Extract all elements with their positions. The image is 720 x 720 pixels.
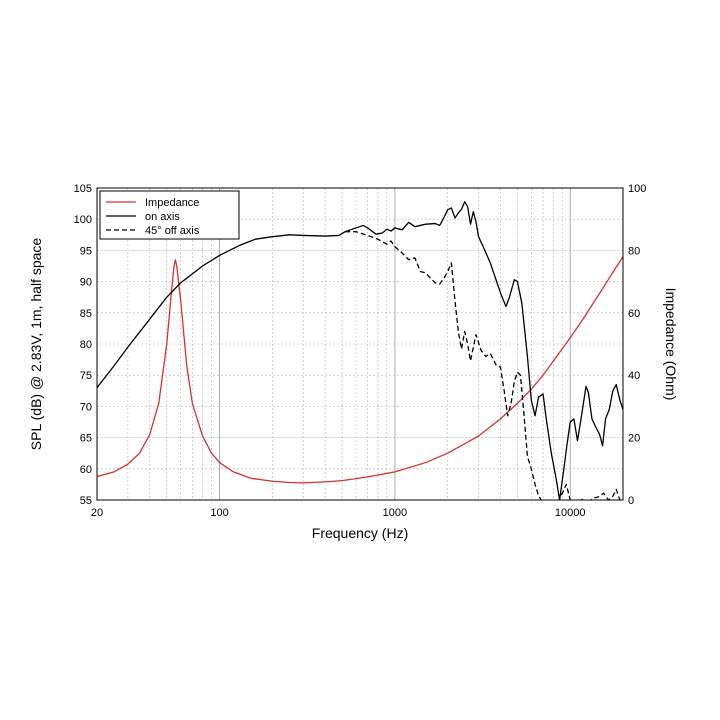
y-left-tick-label: 75 bbox=[80, 370, 92, 382]
x-tick-label: 20 bbox=[91, 507, 103, 519]
plot-frame bbox=[96, 187, 624, 501]
series-layer bbox=[97, 201, 623, 500]
x-axis-title: Frequency (Hz) bbox=[312, 525, 408, 541]
y-left-tick-label: 55 bbox=[80, 495, 92, 507]
y-left-tick-label: 85 bbox=[80, 308, 92, 320]
y-left-tick-label: 65 bbox=[80, 433, 92, 445]
series-on-axis-line bbox=[97, 201, 623, 500]
tick-labels: 20 100 1000 10000 55 60 65 70 75 80 85 90 95 100 105 0 2… bbox=[74, 183, 647, 519]
y-left-tick-label: 60 bbox=[80, 464, 92, 476]
y-left-tick-label: 95 bbox=[80, 245, 92, 257]
y-axis-right-title: Impedance (Ohm) bbox=[663, 288, 679, 401]
y-right-tick-label: 80 bbox=[628, 245, 640, 257]
y-right-tick-label: 20 bbox=[628, 433, 640, 445]
legend-box bbox=[99, 190, 240, 240]
y-right-tick-label: 40 bbox=[628, 370, 640, 382]
y-left-tick-label: 105 bbox=[74, 183, 92, 195]
x-tick-label: 1000 bbox=[383, 507, 407, 519]
y-left-tick-label: 70 bbox=[80, 401, 92, 413]
y-left-tick-label: 90 bbox=[80, 277, 92, 289]
legend-label-impedance: Impedance bbox=[145, 197, 199, 209]
x-tick-label: 100 bbox=[210, 507, 228, 519]
series-off-axis-line bbox=[345, 231, 621, 500]
series-impedance-line bbox=[97, 256, 623, 484]
y-right-tick-label: 100 bbox=[628, 183, 646, 195]
y-right-tick-label: 60 bbox=[628, 308, 640, 320]
y-axis-left-title: SPL (dB) @ 2.83V, 1m, half space bbox=[28, 238, 44, 451]
y-left-tick-label: 80 bbox=[80, 339, 92, 351]
legend: Impedance on axis 45° off axis bbox=[99, 190, 240, 240]
legend-label-on-axis: on axis bbox=[145, 211, 180, 223]
y-left-tick-label: 100 bbox=[74, 214, 92, 226]
y-right-tick-label: 0 bbox=[628, 495, 634, 507]
grid bbox=[97, 188, 623, 500]
x-tick-label: 10000 bbox=[555, 507, 586, 519]
legend-label-off-axis: 45° off axis bbox=[145, 225, 200, 237]
